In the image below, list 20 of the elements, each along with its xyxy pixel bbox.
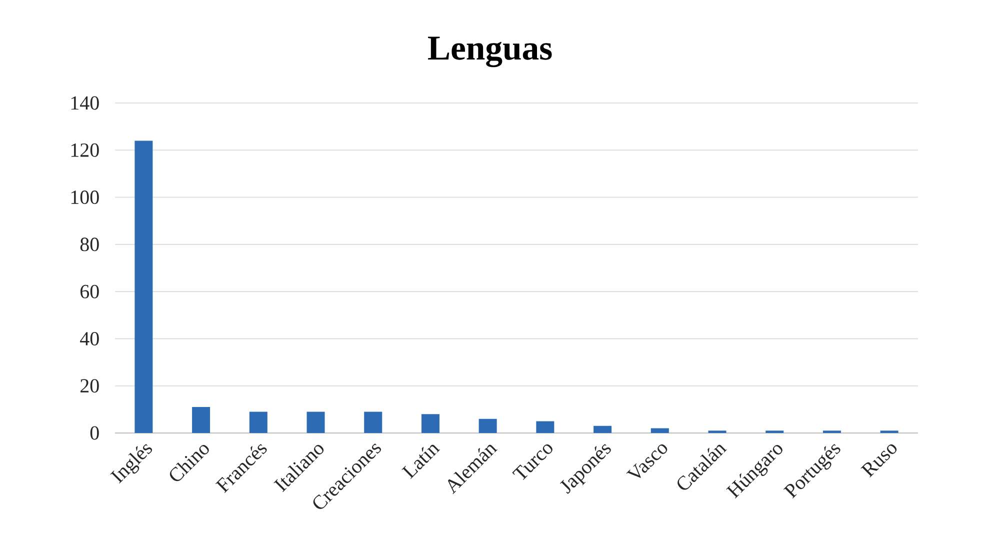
y-tick-label: 80 xyxy=(80,238,99,252)
y-tick-label: 0 xyxy=(90,426,99,440)
y-tick-label: 40 xyxy=(80,332,99,346)
bar xyxy=(421,414,440,433)
bar xyxy=(134,140,153,433)
bar xyxy=(249,412,268,433)
bar xyxy=(650,428,669,433)
bar xyxy=(306,412,325,433)
chart-title: Lenguas xyxy=(428,36,552,68)
y-tick-label: 60 xyxy=(80,284,99,298)
x-tick-label: Ruso xyxy=(860,444,897,478)
bar xyxy=(536,421,554,433)
y-tick-label: 120 xyxy=(71,143,99,157)
bar xyxy=(594,426,612,433)
y-tick-label: 140 xyxy=(71,96,99,110)
y-tick-label: 100 xyxy=(71,190,99,204)
bar xyxy=(192,407,210,433)
y-tick-label: 20 xyxy=(80,379,99,393)
bar xyxy=(478,418,497,433)
bar xyxy=(364,412,382,433)
